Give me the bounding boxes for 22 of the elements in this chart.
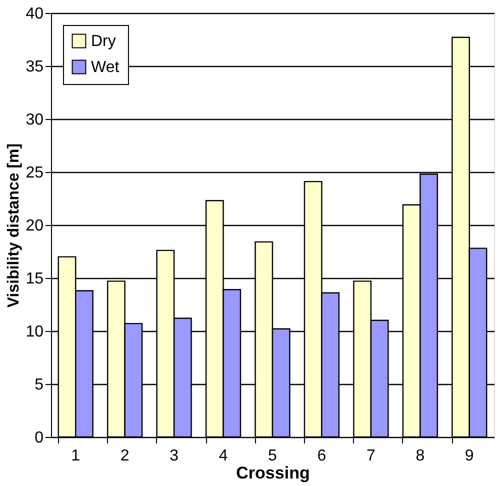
legend-label: Dry bbox=[91, 33, 116, 50]
y-axis-title: Visibility distance [m] bbox=[6, 143, 23, 308]
y-tick-label: 30 bbox=[26, 112, 44, 128]
y-tick-label: 25 bbox=[26, 164, 44, 182]
x-tick-label: 3 bbox=[170, 448, 179, 464]
y-tick-label: 5 bbox=[34, 376, 44, 394]
y-tick-label: 10 bbox=[26, 324, 44, 340]
y-tick-label: 40 bbox=[26, 6, 44, 22]
x-tick-label: 8 bbox=[416, 448, 425, 464]
y-tick-label: 15 bbox=[26, 270, 44, 288]
x-tick-label: 1 bbox=[71, 448, 80, 464]
y-tick-label: 35 bbox=[26, 58, 44, 76]
x-tick-label: 7 bbox=[366, 448, 376, 464]
x-tick-label: 2 bbox=[120, 448, 130, 464]
y-tick-label: 0 bbox=[34, 430, 44, 446]
x-axis-title: Crossing bbox=[236, 464, 310, 482]
legend-label: Wet bbox=[91, 59, 120, 76]
x-tick-label: 9 bbox=[464, 448, 474, 464]
x-tick-label: 6 bbox=[317, 448, 326, 464]
x-tick-label: 5 bbox=[268, 448, 278, 464]
x-tick-label: 4 bbox=[218, 448, 228, 464]
y-tick-label: 20 bbox=[26, 218, 44, 234]
